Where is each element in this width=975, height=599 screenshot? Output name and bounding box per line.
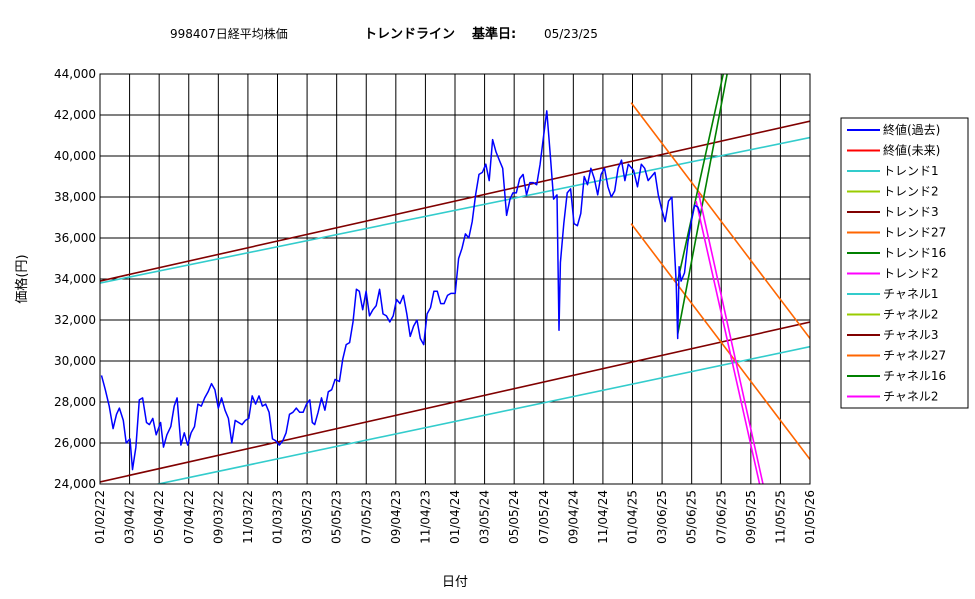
y-tick-label: 32,000	[54, 313, 96, 327]
y-tick-label: 42,000	[54, 108, 96, 122]
line-チャネル2	[697, 192, 764, 484]
title-date: 05/23/25	[544, 27, 598, 41]
y-tick-label: 34,000	[54, 272, 96, 286]
x-tick-label: 11/03/22	[241, 490, 255, 544]
x-tick-label: 07/05/24	[537, 490, 551, 544]
grid-lines	[100, 74, 810, 484]
legend-label: トレンド2	[883, 185, 939, 199]
x-tick-label: 03/05/24	[478, 490, 492, 544]
legend-label: 終値(未来)	[883, 143, 940, 158]
legend-box	[840, 117, 969, 409]
x-tick-label: 07/04/22	[182, 490, 196, 544]
title-main: トレンドライン	[364, 27, 455, 42]
legend-label: チャネル2	[883, 390, 939, 404]
x-tick-label: 09/04/24	[566, 490, 580, 544]
x-tick-label: 07/06/25	[714, 490, 728, 544]
series-layer	[100, 74, 810, 484]
x-tick-label: 05/04/22	[152, 490, 166, 544]
y-axis-label: 価格(円)	[14, 254, 30, 303]
y-tick-label: 28,000	[54, 395, 96, 409]
line-トレンド1	[100, 136, 810, 284]
y-tick-label: 38,000	[54, 190, 96, 204]
y-tick-label: 40,000	[54, 149, 96, 163]
line-トレンド3	[100, 120, 810, 282]
line-チャネル16	[676, 74, 728, 335]
legend-label: チャネル2	[883, 308, 939, 322]
legend-label: トレンド3	[883, 205, 939, 219]
x-tick-label: 01/02/22	[93, 490, 107, 544]
plot-border	[99, 73, 811, 485]
legend-label: チャネル27	[883, 349, 946, 363]
y-tick-label: 44,000	[54, 67, 96, 81]
x-tick-label: 11/05/25	[773, 490, 787, 544]
x-tick-label: 03/06/25	[655, 490, 669, 544]
legend-label: 終値(過去)	[883, 122, 940, 137]
x-axis-ticks: 01/02/22 03/04/22 05/04/22 07/04/22 09/03/22…	[93, 490, 817, 544]
y-tick-label: 30,000	[54, 354, 96, 368]
line-チャネル27	[630, 223, 810, 460]
line-トレンド27	[630, 102, 810, 339]
legend-label: トレンド27	[883, 226, 946, 240]
legend-label: チャネル1	[883, 287, 939, 301]
x-tick-label: 05/05/24	[507, 490, 521, 544]
x-tick-label: 01/03/23	[271, 490, 285, 544]
x-tick-label: 11/04/23	[418, 490, 432, 544]
y-tick-label: 24,000	[54, 477, 96, 491]
legend-label: トレンド16	[883, 246, 946, 260]
chart-title: 998407日経平均株価 トレンドライン 基準日: 05/23/25	[170, 26, 598, 42]
line-トレンド16	[676, 74, 725, 282]
legend: 終値(過去) 終値(未来) トレンド1 トレンド2 トレンド3 トレンド27 トレンド16 ト…	[840, 117, 969, 409]
title-code: 998407日経平均株価	[170, 26, 288, 41]
x-tick-label: 09/05/25	[744, 490, 758, 544]
close-past-line	[100, 110, 701, 471]
line-チャネル1	[154, 345, 810, 484]
legend-label: トレンド2	[883, 267, 939, 281]
x-tick-label: 09/03/22	[211, 490, 225, 544]
line-チャネル3	[100, 321, 810, 483]
line-トレンド2	[695, 200, 761, 484]
legend-label: トレンド1	[883, 164, 939, 178]
y-tick-label: 36,000	[54, 231, 96, 245]
x-tick-label: 03/05/23	[300, 490, 314, 544]
legend-items: 終値(過去) 終値(未来) トレンド1 トレンド2 トレンド3 トレンド27 トレンド16 ト…	[847, 122, 946, 404]
title-date-label: 基準日:	[471, 26, 516, 42]
x-tick-label: 01/04/24	[448, 490, 462, 544]
legend-label: チャネル16	[883, 369, 946, 383]
x-tick-label: 11/04/24	[596, 490, 610, 544]
x-tick-label: 09/04/23	[389, 490, 403, 544]
x-tick-label: 05/06/25	[685, 490, 699, 544]
legend-label: チャネル3	[883, 328, 939, 342]
x-axis-label: 日付	[442, 575, 468, 590]
x-tick-label: 07/05/23	[359, 490, 373, 544]
x-tick-label: 01/05/26	[803, 490, 817, 544]
x-tick-label: 05/05/23	[330, 490, 344, 544]
x-tick-label: 03/04/22	[123, 490, 137, 544]
y-axis-ticks: 24,000 26,000 28,000 30,000 32,000 34,000 36,0…	[54, 67, 96, 491]
x-tick-label: 01/04/25	[626, 490, 640, 544]
y-tick-label: 26,000	[54, 436, 96, 450]
